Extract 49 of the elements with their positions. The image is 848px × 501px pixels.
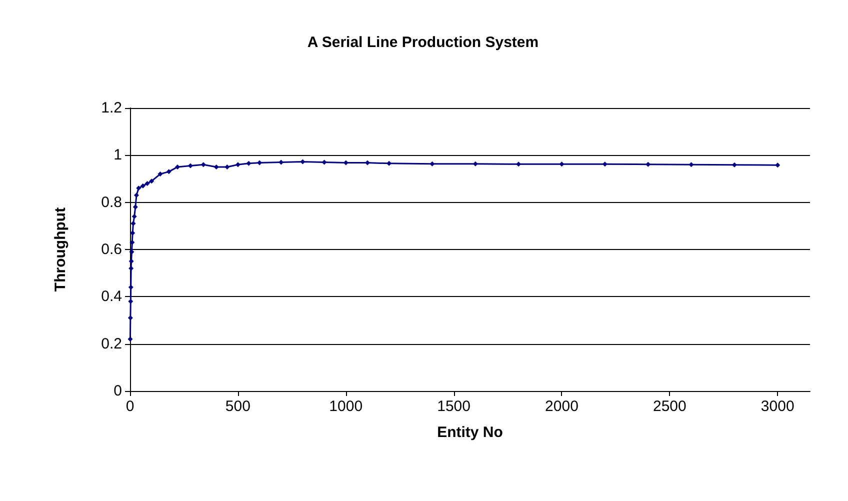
point: [200, 162, 206, 168]
point: [278, 160, 284, 165]
x-tick-label: 0: [126, 398, 134, 415]
point: [140, 183, 146, 188]
x-tick-label: 2000: [545, 398, 578, 415]
point: [300, 159, 306, 164]
point: [775, 162, 780, 168]
point: [130, 221, 136, 226]
y-tick-label: 1.2: [101, 100, 122, 116]
x-tick-label: 1000: [329, 398, 363, 415]
point: [224, 164, 230, 170]
point: [134, 192, 139, 198]
point: [129, 249, 134, 254]
point: [136, 186, 142, 191]
point: [128, 298, 134, 304]
point: [343, 160, 348, 166]
point: [214, 164, 219, 170]
x-tick-label: 3000: [760, 398, 794, 415]
point: [174, 164, 180, 170]
x-axis-title: Entity No: [437, 424, 503, 441]
point: [166, 169, 172, 174]
point: [188, 163, 193, 168]
point: [235, 162, 240, 168]
y-tick-label: 0.4: [101, 288, 122, 306]
x-tick-label: 500: [225, 398, 250, 415]
y-tick-label: 0.6: [101, 241, 122, 258]
point: [322, 160, 327, 165]
point: [559, 162, 564, 167]
point: [602, 162, 608, 167]
point: [132, 204, 138, 210]
y-tick-label: 0.2: [101, 335, 122, 352]
point: [430, 161, 435, 166]
point: [128, 315, 133, 320]
point: [128, 284, 134, 290]
point: [646, 162, 651, 167]
y-tick-label: 0.8: [101, 194, 122, 211]
point: [128, 336, 133, 342]
point: [144, 180, 150, 186]
x-tick-label: 1500: [437, 398, 470, 415]
y-tick-label: 1: [114, 146, 122, 164]
y-tick-label: 0: [114, 382, 122, 400]
point: [688, 162, 694, 168]
point: [149, 178, 154, 184]
point: [472, 161, 478, 166]
point: [132, 214, 137, 219]
point: [158, 172, 163, 177]
y-axis-title: Throughput: [52, 207, 69, 292]
chart-title: A Serial Line Production System: [307, 34, 539, 51]
x-tick-label: 2500: [652, 398, 686, 415]
